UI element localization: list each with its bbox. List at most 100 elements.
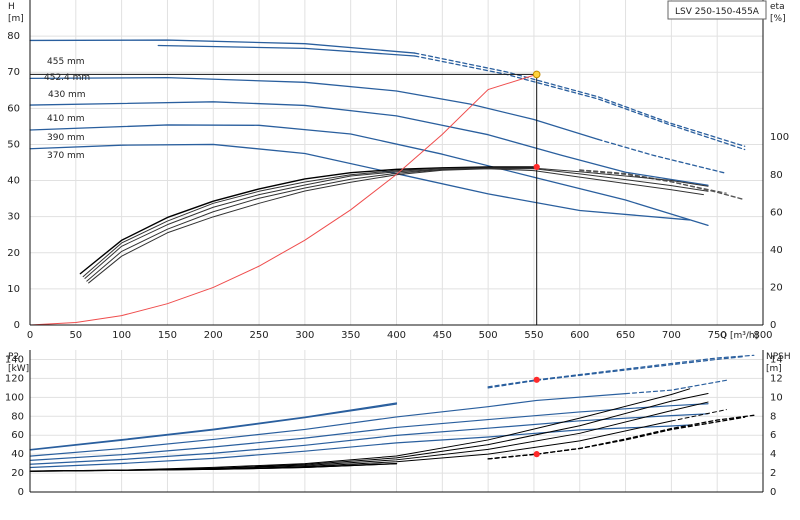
- curve-dashed: [579, 170, 727, 194]
- curve-solid: [29, 143, 691, 221]
- curve-solid: [29, 388, 691, 472]
- x-tick-label: 250: [250, 330, 269, 341]
- top-y2-label: eta: [770, 2, 785, 12]
- top-y-tick-label: 50: [7, 139, 20, 150]
- curve-dashed: [487, 414, 755, 460]
- x-axis-label: Q [m³/h]: [720, 331, 758, 341]
- curve-solid: [79, 166, 535, 275]
- curve-solid: [29, 393, 627, 457]
- bottom-curves: [29, 354, 755, 472]
- bottom-y2-tick-label: 8: [770, 411, 776, 422]
- chart-title: LSV 250-150-455A: [675, 7, 760, 17]
- curve-dashed: [414, 52, 746, 147]
- curve-solid: [29, 101, 709, 186]
- chart-title-box: LSV 250-150-455A: [667, 0, 767, 20]
- curve-solid: [84, 167, 709, 279]
- top-y-tick-label: 10: [7, 284, 20, 295]
- curve-dashed: [624, 379, 727, 395]
- top-y2-tick-label: 20: [770, 282, 783, 293]
- top-y-tick-label: 40: [7, 176, 20, 187]
- x-tick-label: 100: [112, 330, 131, 341]
- top-y-tick-label: 60: [7, 103, 20, 114]
- bottom-y-tick-label: 140: [5, 354, 24, 365]
- x-tick-label: 600: [570, 330, 589, 341]
- bottom-y-tick-label: 60: [11, 430, 24, 441]
- bottom-y2-unit: [m]: [766, 364, 782, 374]
- curve-solid: [29, 124, 709, 226]
- curve-dashed: [487, 355, 746, 389]
- curve-solid: [29, 413, 709, 465]
- bottom-y2-tick-label: 10: [770, 392, 783, 403]
- x-tick-label: 700: [662, 330, 681, 341]
- x-tick-label: 400: [387, 330, 406, 341]
- top-y-tick-label: 30: [7, 212, 20, 223]
- duty-point-marker: [532, 70, 541, 79]
- curve-solid: [29, 39, 416, 54]
- bottom-y-tick-label: 20: [11, 468, 24, 479]
- top-y2-tick-label: 100: [770, 132, 789, 143]
- bottom-y-tick-label: 120: [5, 373, 24, 384]
- x-tick-label: 150: [158, 330, 177, 341]
- top-y2-tick-label: 60: [770, 207, 783, 218]
- top-y2-unit: [%]: [770, 14, 786, 24]
- bottom-y-tick-label: 40: [11, 449, 24, 460]
- impeller-label: 370 mm: [47, 151, 85, 161]
- curve-dashed: [597, 138, 727, 174]
- bottom-y2-tick-label: 4: [770, 449, 776, 460]
- system-curve: [29, 73, 537, 326]
- impeller-label: 410 mm: [47, 114, 85, 124]
- top-text: 0 50 100 150 200 250 300 350 400 450 500 550 600 650 7…: [7, 31, 789, 341]
- top-y2-tick-label: 80: [770, 170, 783, 181]
- bottom-y2-tick-label: 12: [770, 373, 783, 384]
- power-point-marker: [533, 376, 540, 383]
- x-tick-label: 450: [433, 330, 452, 341]
- bottom-text: 0 20 40 60 80 100 120 140 0 2 4 6 8 10 12 14: [5, 354, 783, 498]
- curve-solid: [29, 401, 709, 472]
- top-y2-tick-label: 0: [770, 320, 776, 331]
- top-y-tick-label: 80: [7, 31, 20, 42]
- impeller-label: 390 mm: [47, 133, 85, 143]
- x-tick-label: 50: [69, 330, 82, 341]
- impeller-label: 455 mm: [47, 57, 85, 67]
- bottom-y-tick-label: 80: [11, 411, 24, 422]
- x-tick-label: 350: [341, 330, 360, 341]
- top-y-tick-label: 70: [7, 67, 20, 78]
- top-curves: [29, 39, 746, 326]
- bottom-y-unit: [kW]: [8, 364, 29, 374]
- x-tick-label: 500: [479, 330, 498, 341]
- bottom-y-label: P2: [8, 352, 19, 362]
- chart-title-box-frame: [667, 0, 767, 20]
- bottom-y-tick-label: 100: [5, 392, 24, 403]
- bottom-y-tick-label: 0: [18, 487, 24, 498]
- curve-dashed: [487, 416, 746, 460]
- top-y2-tick-label: 40: [770, 245, 783, 256]
- curve-dashed: [670, 409, 727, 422]
- bottom-y2-label: NPSH: [766, 352, 791, 362]
- npsh-point-marker: [533, 451, 540, 458]
- x-tick-label: 750: [708, 330, 727, 341]
- bottom-axes: [29, 350, 764, 493]
- curve-solid: [86, 167, 709, 282]
- bottom-y2-tick-label: 14: [770, 354, 783, 365]
- impeller-label: 452.4 mm: [44, 73, 90, 83]
- top-y-tick-label: 0: [14, 320, 20, 331]
- impeller-label: 430 mm: [48, 90, 86, 100]
- bottom-y2-tick-label: 0: [770, 487, 776, 498]
- curve-solid: [157, 44, 416, 57]
- efficiency-point-marker: [533, 163, 540, 171]
- curve-solid: [82, 167, 535, 278]
- curve-solid: [29, 76, 599, 141]
- bottom-y2-tick-label: 6: [770, 430, 776, 441]
- curve-solid: [29, 403, 709, 461]
- x-tick-label: 200: [204, 330, 223, 341]
- top-y-label: H: [8, 2, 15, 12]
- x-tick-label: 0: [27, 330, 33, 341]
- curve-solid: [29, 403, 398, 451]
- curve-solid: [29, 393, 709, 472]
- bottom-y2-tick-label: 2: [770, 468, 776, 479]
- x-tick-label: 650: [616, 330, 635, 341]
- top-y-unit: [m]: [8, 14, 24, 24]
- top-y-tick-label: 20: [7, 248, 20, 259]
- x-tick-label: 800: [753, 330, 772, 341]
